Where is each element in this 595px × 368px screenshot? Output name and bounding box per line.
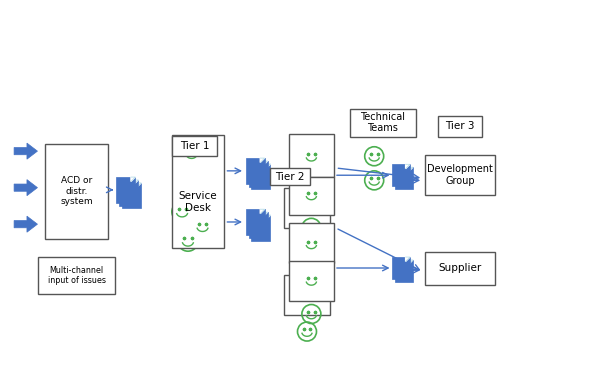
FancyBboxPatch shape bbox=[425, 155, 494, 195]
Polygon shape bbox=[409, 167, 413, 171]
FancyBboxPatch shape bbox=[252, 164, 271, 190]
Polygon shape bbox=[260, 209, 265, 213]
Text: ACD or
distr.
system: ACD or distr. system bbox=[60, 176, 93, 206]
FancyBboxPatch shape bbox=[289, 134, 334, 177]
Polygon shape bbox=[406, 164, 410, 169]
FancyBboxPatch shape bbox=[393, 164, 410, 186]
Text: Tier 3: Tier 3 bbox=[445, 121, 474, 131]
FancyBboxPatch shape bbox=[246, 158, 265, 184]
Polygon shape bbox=[266, 215, 271, 219]
FancyBboxPatch shape bbox=[249, 161, 268, 187]
FancyBboxPatch shape bbox=[284, 275, 330, 315]
Polygon shape bbox=[409, 260, 413, 264]
Polygon shape bbox=[14, 216, 37, 232]
FancyBboxPatch shape bbox=[289, 223, 334, 263]
Polygon shape bbox=[137, 183, 141, 187]
Polygon shape bbox=[14, 143, 37, 159]
FancyBboxPatch shape bbox=[172, 136, 217, 156]
Polygon shape bbox=[131, 177, 135, 181]
Text: Tier 2: Tier 2 bbox=[275, 172, 305, 182]
FancyBboxPatch shape bbox=[396, 260, 413, 282]
FancyBboxPatch shape bbox=[38, 257, 115, 294]
FancyBboxPatch shape bbox=[117, 177, 135, 203]
FancyBboxPatch shape bbox=[252, 215, 271, 241]
FancyBboxPatch shape bbox=[122, 183, 141, 208]
FancyBboxPatch shape bbox=[172, 135, 224, 248]
Polygon shape bbox=[266, 164, 271, 168]
FancyBboxPatch shape bbox=[45, 144, 108, 239]
FancyBboxPatch shape bbox=[270, 168, 310, 185]
FancyBboxPatch shape bbox=[119, 180, 138, 206]
Polygon shape bbox=[406, 257, 410, 261]
FancyBboxPatch shape bbox=[350, 109, 416, 137]
FancyBboxPatch shape bbox=[438, 116, 481, 137]
Text: Multi-channel
input of issues: Multi-channel input of issues bbox=[48, 266, 105, 285]
FancyBboxPatch shape bbox=[393, 257, 410, 279]
Text: Service
Desk: Service Desk bbox=[179, 191, 217, 213]
FancyBboxPatch shape bbox=[425, 252, 494, 285]
Text: Tier 1: Tier 1 bbox=[180, 141, 209, 151]
FancyBboxPatch shape bbox=[289, 261, 334, 301]
Polygon shape bbox=[263, 161, 268, 165]
Text: Technical
Teams: Technical Teams bbox=[361, 112, 405, 134]
FancyBboxPatch shape bbox=[284, 188, 330, 228]
Polygon shape bbox=[134, 180, 138, 184]
Text: Supplier: Supplier bbox=[439, 263, 481, 273]
FancyBboxPatch shape bbox=[246, 209, 265, 235]
Polygon shape bbox=[260, 158, 265, 162]
FancyBboxPatch shape bbox=[249, 212, 268, 238]
FancyBboxPatch shape bbox=[289, 177, 334, 215]
Polygon shape bbox=[14, 180, 37, 196]
Polygon shape bbox=[263, 212, 268, 216]
Text: Development
Group: Development Group bbox=[427, 164, 493, 186]
FancyBboxPatch shape bbox=[396, 167, 413, 189]
